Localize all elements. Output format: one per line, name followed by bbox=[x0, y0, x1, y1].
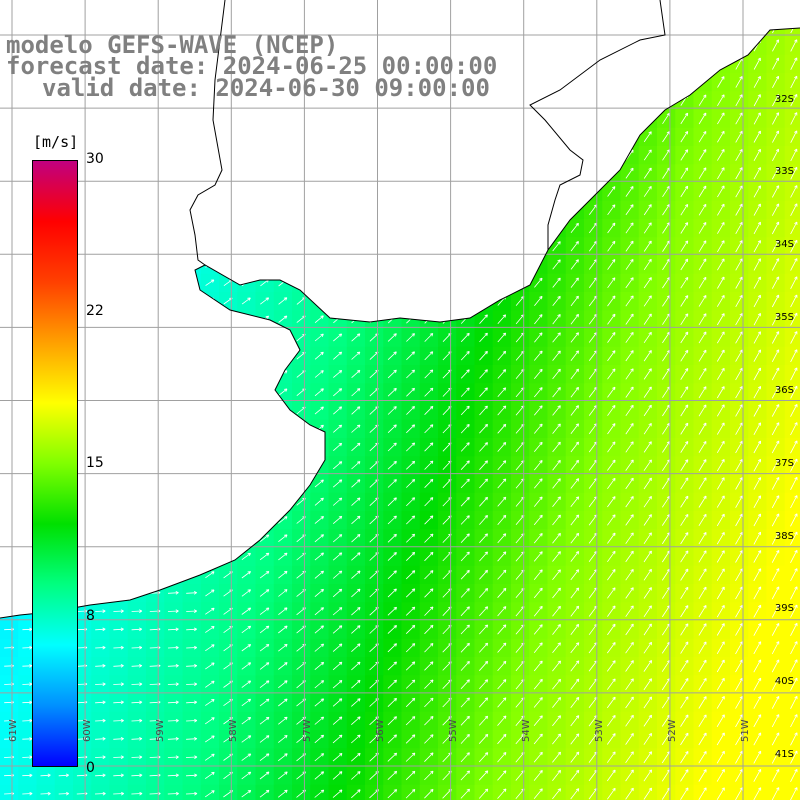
lon-label-53w: 53W bbox=[594, 719, 605, 742]
valid-date-title: valid date: 2024-06-30 09:00:00 bbox=[42, 74, 490, 102]
lat-label-37s: 37S bbox=[774, 458, 794, 469]
lon-label-60w: 60W bbox=[82, 719, 93, 742]
lat-label-35s: 35S bbox=[774, 312, 794, 323]
lon-label-61w: 61W bbox=[8, 719, 19, 742]
lat-label-36s: 36S bbox=[774, 385, 794, 396]
lon-label-57w: 57W bbox=[302, 719, 313, 742]
colorbar-tick-0: 0 bbox=[86, 760, 95, 776]
colorbar-tick-30: 30 bbox=[86, 151, 104, 167]
lon-label-59w: 59W bbox=[155, 719, 166, 742]
land-area bbox=[0, 0, 800, 618]
colorbar bbox=[32, 160, 78, 767]
colorbar-tick-8: 8 bbox=[86, 608, 95, 624]
lon-label-51w: 51W bbox=[740, 719, 751, 742]
lon-label-58w: 58W bbox=[228, 719, 239, 742]
lat-label-41s: 41S bbox=[774, 749, 794, 760]
lat-label-38s: 38S bbox=[774, 531, 794, 542]
lat-label-40s: 40S bbox=[774, 676, 794, 687]
colorbar-unit-label: [m/s] bbox=[33, 133, 79, 151]
lon-label-55w: 55W bbox=[448, 719, 459, 742]
lon-label-52w: 52W bbox=[667, 719, 678, 742]
lat-label-34s: 34S bbox=[774, 239, 794, 250]
lat-label-33s: 33S bbox=[774, 166, 794, 177]
colorbar-tick-15: 15 bbox=[86, 455, 104, 471]
lon-label-56w: 56W bbox=[375, 719, 386, 742]
lat-label-32s: 32S bbox=[774, 94, 794, 105]
model-title: modelo GEFS-WAVE (NCEP) bbox=[6, 31, 339, 59]
coastline bbox=[0, 0, 800, 619]
lat-label-39s: 39S bbox=[774, 603, 794, 614]
lon-label-54w: 54W bbox=[521, 719, 532, 742]
colorbar-tick-22: 22 bbox=[86, 303, 104, 319]
forecast-date-title: forecast date: 2024-06-25 00:00:00 bbox=[6, 52, 498, 80]
